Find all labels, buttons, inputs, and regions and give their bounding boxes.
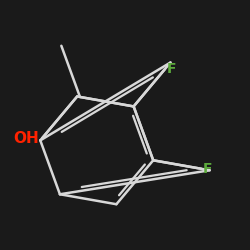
Text: OH: OH xyxy=(13,131,39,146)
Text: F: F xyxy=(203,162,212,176)
Text: F: F xyxy=(166,62,176,76)
